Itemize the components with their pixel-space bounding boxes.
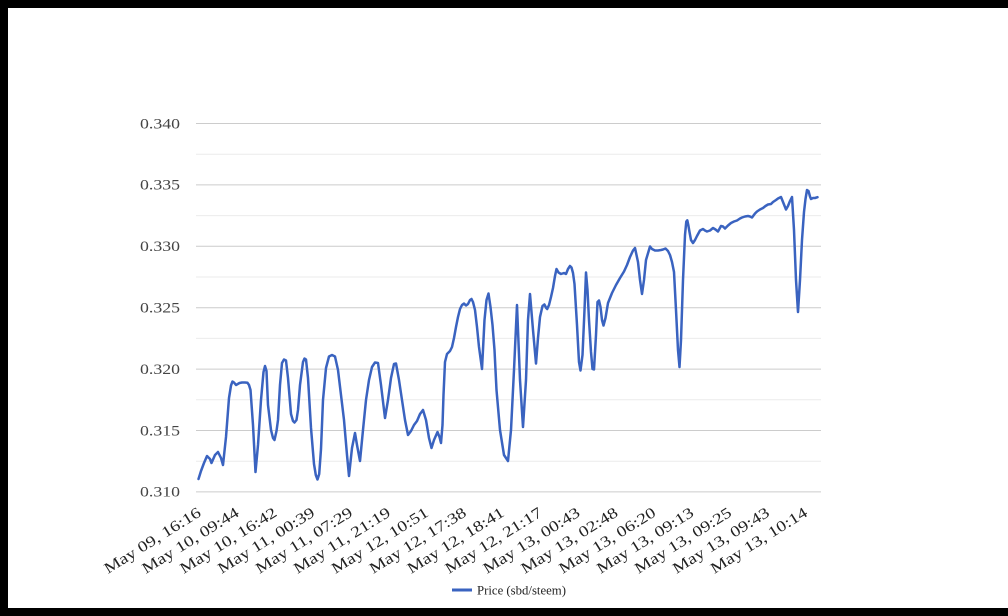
svg-text:0.325: 0.325 [140,301,180,317]
svg-text:0.315: 0.315 [140,423,180,439]
svg-text:Price (sbd/steem): Price (sbd/steem) [477,583,566,598]
svg-text:0.330: 0.330 [140,239,180,255]
svg-text:0.310: 0.310 [140,485,180,501]
svg-text:0.335: 0.335 [140,178,180,194]
svg-text:0.340: 0.340 [140,116,180,132]
svg-text:0.320: 0.320 [140,362,180,378]
